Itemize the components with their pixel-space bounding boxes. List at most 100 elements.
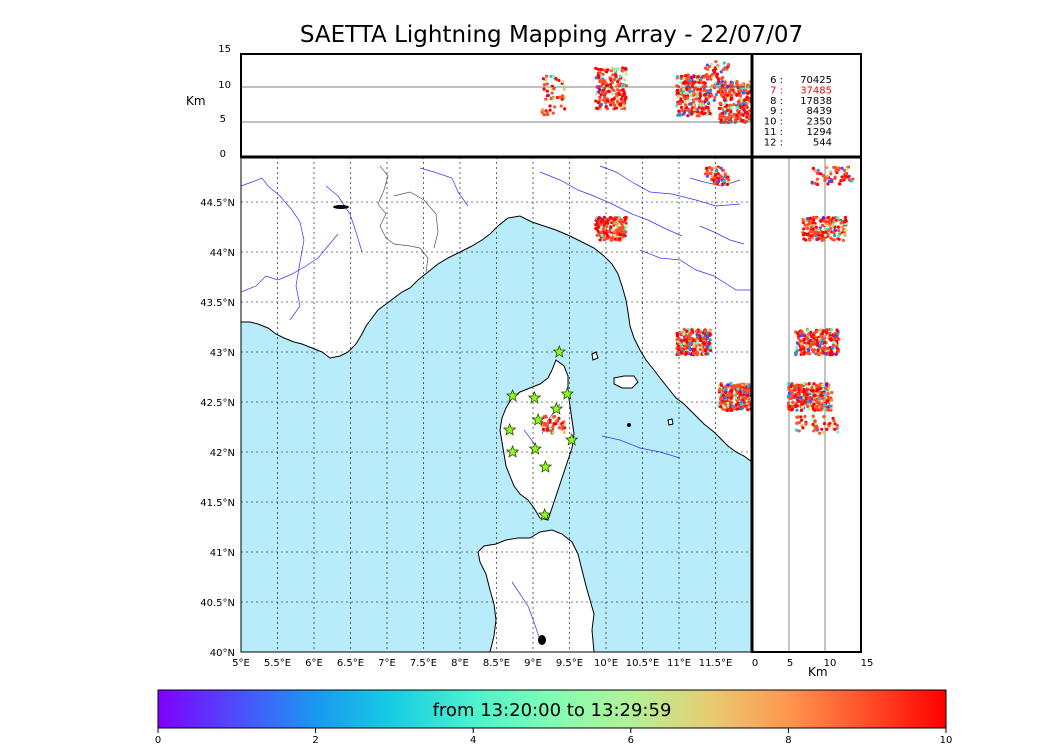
- lightning-source: [822, 347, 826, 351]
- lightning-source: [823, 407, 827, 411]
- lightning-source: [791, 400, 795, 404]
- lightning-source: [833, 175, 837, 179]
- lightning-source: [732, 407, 736, 411]
- lightning-source: [805, 328, 809, 332]
- lightning-source: [813, 420, 817, 424]
- lightning-source: [722, 179, 726, 183]
- lightning-source: [822, 329, 826, 333]
- lightning-source: [745, 405, 749, 410]
- lightning-source: [594, 99, 598, 103]
- lightning-source: [560, 427, 564, 431]
- star-icon: [549, 401, 564, 415]
- lightning-source: [800, 398, 804, 402]
- lightning-source: [811, 389, 815, 393]
- lightning-source: [795, 341, 800, 345]
- lightning-source: [679, 97, 683, 101]
- lightning-source: [745, 96, 750, 100]
- lightning-source: [599, 230, 604, 235]
- lightning-source: [835, 328, 839, 332]
- lightning-source: [604, 220, 609, 224]
- lightning-source: [735, 391, 739, 395]
- star-icon: [505, 388, 520, 402]
- alt-tick: 0: [220, 149, 226, 160]
- lightning-source: [595, 92, 599, 96]
- lightning-source: [839, 221, 843, 225]
- lightning-source: [815, 171, 819, 175]
- star-icon: [527, 390, 542, 404]
- lightning-source: [743, 101, 747, 105]
- lightning-source: [692, 103, 696, 107]
- longitude-tick: 11°E: [667, 658, 691, 669]
- lightning-source: [814, 225, 818, 229]
- lightning-source: [609, 225, 613, 229]
- lightning-source: [623, 215, 628, 220]
- lightning-source: [736, 401, 740, 406]
- lightning-source: [713, 181, 717, 186]
- lightning-source: [807, 397, 811, 401]
- lightning-source: [599, 102, 603, 107]
- lightning-source: [726, 401, 730, 405]
- lightning-source: [703, 66, 708, 70]
- lightning-source: [681, 93, 685, 97]
- lightning-source: [813, 393, 817, 397]
- lightning-source: [723, 405, 727, 409]
- lightning-source: [545, 427, 549, 431]
- latitude-tick: 42.5°N: [200, 398, 235, 409]
- lightning-source: [618, 232, 622, 237]
- lightning-source: [816, 348, 820, 352]
- lightning-source: [550, 91, 554, 95]
- colorbar-tick: 8: [785, 735, 791, 746]
- border-line: [377, 165, 439, 273]
- lightning-source: [602, 98, 606, 102]
- lightning-source: [834, 168, 838, 173]
- lightning-source: [546, 113, 550, 117]
- lightning-source: [804, 422, 808, 426]
- lightning-source: [722, 120, 727, 125]
- latitude-tick: 43.5°N: [200, 298, 235, 309]
- lightning-source: [818, 402, 822, 406]
- lightning-source: [821, 234, 825, 239]
- lightning-source: [705, 335, 710, 339]
- lightning-source: [818, 390, 822, 394]
- lightning-source: [714, 166, 718, 170]
- lightning-source: [703, 172, 708, 176]
- lightning-source: [815, 400, 819, 405]
- lightning-source: [716, 82, 720, 86]
- lightning-source: [727, 112, 731, 116]
- lightning-source: [799, 415, 803, 419]
- lightning-source: [559, 104, 563, 108]
- lightning-source: [542, 112, 546, 117]
- lightning-source: [679, 346, 684, 351]
- sardinia-land: [477, 529, 595, 652]
- lightning-source: [725, 103, 729, 107]
- lightning-source: [608, 76, 612, 80]
- lightning-source: [691, 90, 696, 94]
- lightning-source: [822, 392, 827, 396]
- lightning-source: [609, 103, 613, 107]
- lightning-source: [813, 331, 817, 335]
- lightning-source: [718, 388, 722, 392]
- lightning-source: [806, 351, 810, 356]
- lightning-source: [794, 385, 798, 389]
- lightning-source: [729, 389, 733, 393]
- lightning-source: [814, 427, 818, 431]
- lightning-source: [695, 340, 700, 345]
- lightning-source: [692, 100, 696, 105]
- lightning-source: [695, 97, 699, 101]
- lightning-source: [725, 408, 729, 412]
- lightning-source: [685, 87, 689, 91]
- lightning-source: [708, 338, 712, 342]
- lightning-source: [817, 233, 821, 237]
- lightning-source: [745, 112, 749, 116]
- lightning-source: [800, 341, 804, 346]
- lightning-source: [833, 233, 837, 238]
- lightning-source: [677, 337, 681, 341]
- lightning-source: [682, 332, 686, 336]
- lightning-source: [610, 67, 615, 71]
- map-panel: [241, 157, 752, 652]
- lightning-source: [607, 230, 611, 234]
- lightning-source: [806, 400, 810, 404]
- lightning-source: [843, 228, 848, 232]
- lightning-source: [806, 347, 810, 352]
- lightning-source: [554, 76, 558, 81]
